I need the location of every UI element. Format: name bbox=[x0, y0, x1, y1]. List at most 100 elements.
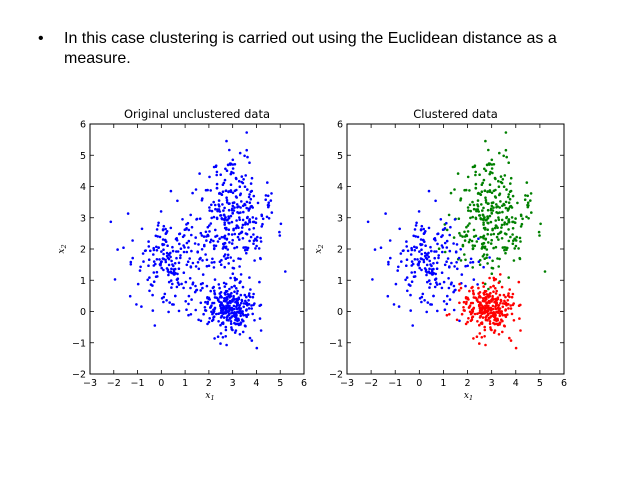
scatter-point bbox=[266, 181, 269, 184]
scatter-point bbox=[504, 308, 508, 311]
scatter-point bbox=[481, 218, 485, 221]
scatter-point bbox=[225, 289, 229, 293]
scatter-point bbox=[187, 302, 190, 306]
scatter-point bbox=[464, 188, 468, 192]
scatter-point bbox=[366, 220, 370, 224]
scatter-point bbox=[206, 302, 209, 306]
scatter-point bbox=[488, 320, 492, 323]
scatter-point bbox=[211, 257, 214, 261]
scatter-point bbox=[226, 301, 229, 305]
scatter-point bbox=[435, 250, 438, 253]
scatter-point bbox=[184, 280, 188, 284]
scatter-point bbox=[435, 281, 438, 284]
scatter-point bbox=[218, 260, 222, 264]
scatter-point bbox=[420, 300, 423, 304]
scatter-point bbox=[504, 251, 507, 255]
scatter-point bbox=[509, 339, 513, 342]
scatter-point bbox=[513, 247, 516, 250]
scatter-point bbox=[239, 273, 243, 276]
scatter-point bbox=[483, 311, 486, 315]
scatter-point bbox=[240, 231, 244, 234]
scatter-point bbox=[219, 332, 223, 335]
scatter-point bbox=[410, 271, 414, 274]
scatter-point bbox=[524, 194, 527, 197]
scatter-point bbox=[248, 336, 252, 340]
scatter-point bbox=[501, 246, 505, 249]
scatter-point bbox=[217, 320, 220, 323]
scatter-point bbox=[504, 131, 508, 134]
scatter-point bbox=[469, 257, 473, 261]
scatter-point bbox=[245, 216, 249, 220]
scatter-point bbox=[172, 264, 175, 268]
scatter-point bbox=[214, 165, 218, 168]
scatter-point bbox=[187, 228, 191, 232]
scatter-point bbox=[460, 273, 464, 276]
scatter-point bbox=[233, 284, 236, 288]
scatter-point bbox=[471, 215, 475, 219]
scatter-point bbox=[441, 250, 444, 254]
scatter-point bbox=[493, 226, 497, 230]
scatter-point bbox=[284, 270, 287, 273]
scatter-point bbox=[209, 240, 212, 244]
scatter-point bbox=[190, 249, 193, 253]
scatter-point bbox=[410, 264, 414, 267]
scatter-point bbox=[235, 219, 238, 222]
scatter-point bbox=[219, 323, 222, 327]
scatter-point bbox=[495, 235, 499, 239]
scatter-point bbox=[160, 250, 163, 253]
scatter-point bbox=[462, 300, 466, 304]
scatter-point bbox=[449, 282, 453, 286]
scatter-point bbox=[527, 217, 530, 220]
scatter-point bbox=[224, 282, 228, 286]
scatter-point bbox=[165, 267, 169, 270]
scatter-point bbox=[492, 278, 496, 282]
scatter-point bbox=[210, 304, 213, 308]
scatter-point bbox=[155, 245, 158, 249]
scatter-point bbox=[478, 291, 482, 294]
scatter-point bbox=[494, 292, 498, 295]
scatter-point bbox=[435, 267, 439, 271]
scatter-point bbox=[497, 218, 501, 221]
scatter-point bbox=[482, 178, 486, 182]
scatter-point bbox=[252, 227, 256, 230]
scatter-point bbox=[201, 273, 205, 276]
scatter-point bbox=[136, 282, 140, 286]
scatter-point bbox=[475, 240, 479, 243]
scatter-point bbox=[415, 246, 419, 249]
scatter-point bbox=[483, 335, 486, 338]
scatter-point bbox=[172, 303, 175, 306]
scatter-point bbox=[248, 201, 252, 204]
scatter-point bbox=[245, 148, 248, 152]
scatter-point bbox=[474, 170, 478, 174]
scatter-point bbox=[468, 310, 472, 314]
x-tick-label: 4 bbox=[253, 378, 259, 389]
scatter-point bbox=[512, 239, 515, 242]
scatter-point bbox=[214, 235, 217, 238]
scatter-point bbox=[506, 299, 510, 302]
scatter-point bbox=[242, 210, 245, 214]
scatter-point bbox=[231, 238, 234, 242]
scatter-point bbox=[165, 231, 168, 234]
bullet-marker: • bbox=[38, 30, 44, 47]
scatter-point bbox=[191, 191, 194, 195]
scatter-point bbox=[237, 257, 240, 260]
scatter-point bbox=[147, 264, 150, 268]
scatter-point bbox=[518, 257, 522, 261]
scatter-point bbox=[488, 276, 491, 280]
scatter-point bbox=[485, 301, 488, 305]
scatter-point bbox=[477, 304, 481, 308]
scatter-point bbox=[492, 246, 495, 250]
scatter-point bbox=[278, 230, 281, 234]
scatter-point bbox=[220, 314, 224, 318]
scatter-point bbox=[234, 329, 238, 332]
scatter-point bbox=[208, 224, 211, 227]
scatter-point bbox=[416, 235, 420, 239]
scatter-point bbox=[482, 206, 485, 210]
scatter-point bbox=[484, 304, 487, 308]
scatter-point bbox=[413, 270, 417, 274]
scatter-point bbox=[193, 242, 197, 245]
data-points bbox=[109, 131, 287, 350]
scatter-point bbox=[425, 310, 429, 314]
scatter-point bbox=[242, 305, 245, 309]
scatter-point bbox=[500, 285, 504, 289]
